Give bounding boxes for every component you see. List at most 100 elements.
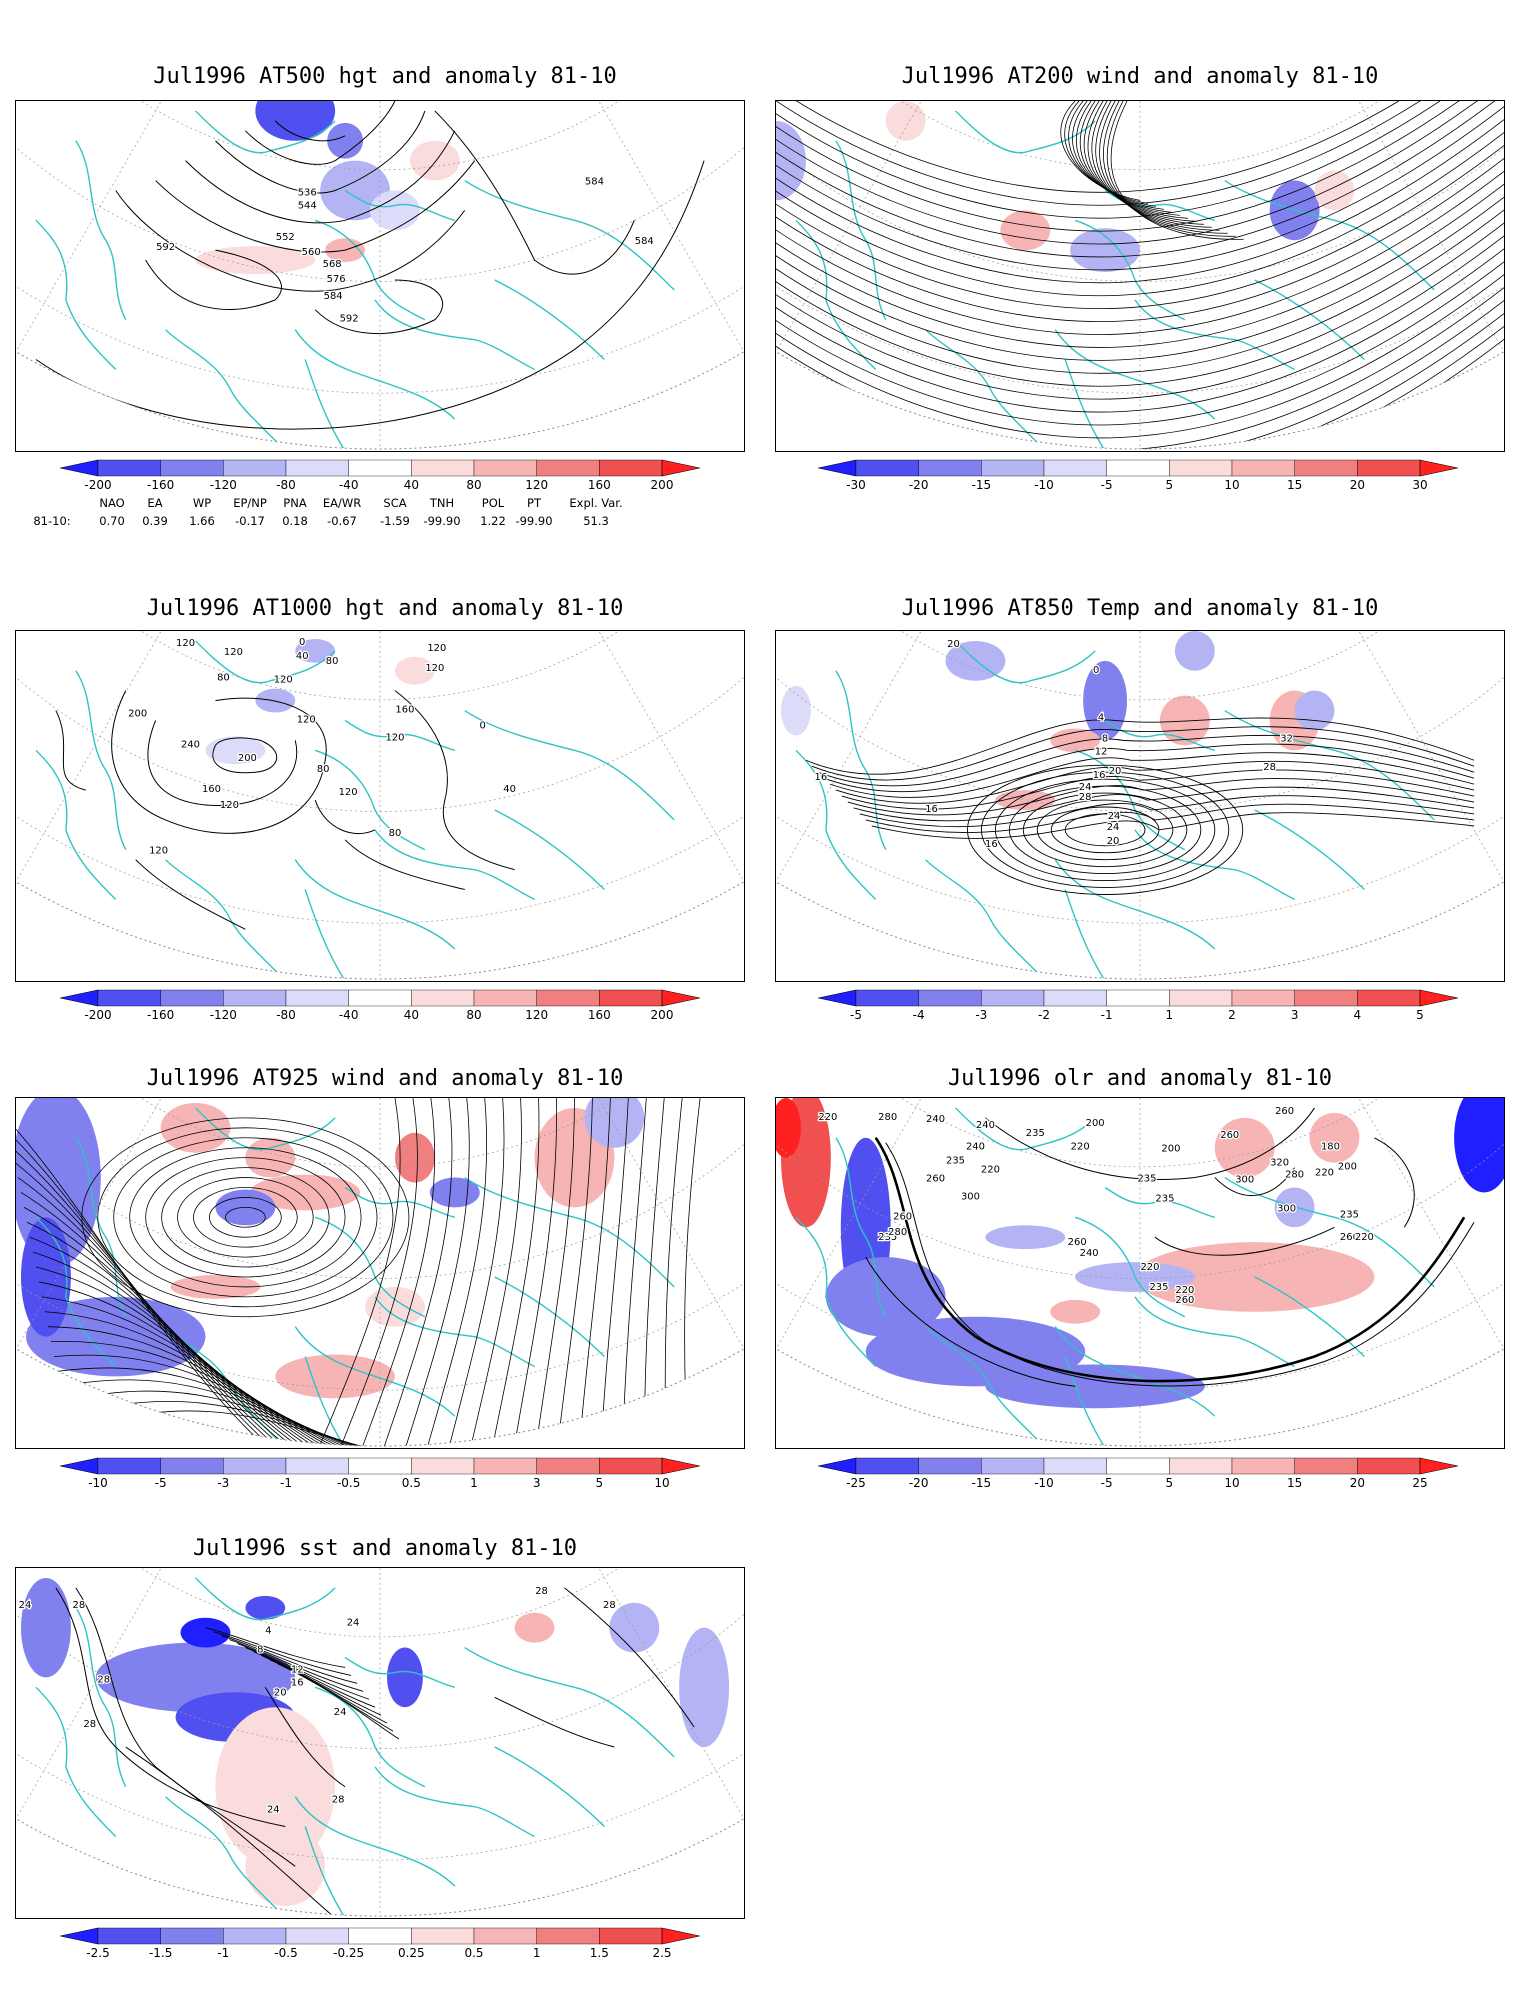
colorbar-tick-label: 160 [587, 478, 611, 492]
panel-title-p1: Jul1996 AT500 hgt and anomaly 81-10 [153, 64, 617, 89]
contour-label: 24 [267, 1805, 280, 1816]
contour-label: 80 [326, 656, 339, 667]
colorbar-bin [1294, 459, 1358, 477]
contour-label: 200 [1161, 1144, 1180, 1155]
colorbar-tick-label: 15 [1287, 478, 1303, 492]
colorbar-tick-label: 3 [1290, 1008, 1299, 1022]
colorbar-tick-label: -5 [154, 1476, 167, 1490]
contour-label: 200 [238, 753, 257, 764]
contour-label: 120 [224, 647, 243, 658]
tele-value-ea: 0.39 [142, 514, 168, 528]
contour-label: 220 [1355, 1232, 1374, 1243]
tele-header-pna: PNA [283, 496, 307, 510]
colorbar-p2 [818, 458, 1458, 478]
colorbar-labels-p1: -200 -160 -120 -80 -40 40 80 120 160 200 [60, 478, 700, 494]
contour-label: 160 [395, 705, 414, 716]
colorbar-bin [855, 989, 919, 1007]
colorbar-canvas-p5 [60, 1457, 700, 1475]
colorbar-tick-label: -1 [280, 1476, 292, 1490]
colorbar-bin [223, 1927, 287, 1945]
contour-label: 536 [298, 187, 317, 198]
contour-label: 28 [97, 1674, 110, 1685]
contour-label: 584 [585, 177, 604, 188]
tele-header-pt: PT [527, 496, 541, 510]
colorbar-arrow-left [60, 989, 99, 1007]
contour-label: 235 [878, 1232, 897, 1243]
map-canvas-p2 [776, 101, 1504, 450]
colorbar-tick-label: 80 [466, 1008, 482, 1022]
colorbar-bin [1231, 1457, 1295, 1475]
colorbar-tick-label: -15 [971, 478, 992, 492]
colorbar-bin [1357, 459, 1421, 477]
colorbar-arrow-right [661, 989, 700, 1007]
colorbar-tick-label: -20 [908, 1476, 929, 1490]
colorbar-bin [223, 1457, 287, 1475]
contour-label: 24 [334, 1707, 347, 1718]
contour-label: 24 [347, 1618, 360, 1629]
colorbar-tick-label: -120 [209, 478, 237, 492]
colorbar-bin [348, 989, 412, 1007]
colorbar-tick-label: -10 [1034, 478, 1054, 492]
contour-label: 220 [981, 1165, 1000, 1176]
colorbar-canvas-p3 [60, 989, 700, 1007]
tele-header-explvar: Expl. Var. [569, 496, 623, 510]
contour-label: 235 [1137, 1174, 1156, 1185]
colorbar-bin [855, 1457, 919, 1475]
colorbar-bin [1231, 989, 1295, 1007]
contour-label: 32 [1280, 733, 1293, 744]
contour-label: 28 [1079, 792, 1092, 803]
colorbar-bin [599, 1927, 663, 1945]
colorbar-labels-p2: -30 -20 -15 -10 -5 5 10 15 20 30 [818, 478, 1458, 494]
colorbar-bin [411, 989, 475, 1007]
contour-label: 28 [72, 1600, 85, 1611]
tele-value-wp: 1.66 [189, 514, 215, 528]
colorbar-bin [97, 459, 161, 477]
contour-label: 200 [128, 709, 147, 720]
contour-label: 280 [878, 1112, 897, 1123]
contour-label: 260 [1275, 1106, 1294, 1117]
colorbar-bin [1231, 459, 1295, 477]
colorbar-tick-label: -3 [217, 1476, 230, 1490]
colorbar-tick-label: -200 [84, 1008, 112, 1022]
contour-label: 4 [1098, 713, 1104, 724]
tele-header-sca: SCA [383, 496, 407, 510]
colorbar-tick-label: 80 [466, 478, 482, 492]
colorbar-tick-label: -2 [1038, 1008, 1050, 1022]
colorbar-tick-label: -10 [88, 1476, 108, 1490]
contour-label: 260 [1340, 1232, 1359, 1243]
contour-label: 24 [19, 1600, 32, 1611]
colorbar-bin [1169, 1457, 1233, 1475]
colorbar-p6 [818, 1456, 1458, 1476]
contour-label: 20 [1107, 836, 1120, 847]
colorbar-bin [160, 989, 224, 1007]
colorbar-tick-label: 20 [1349, 1476, 1365, 1490]
colorbar-bin [348, 1927, 412, 1945]
colorbar-bin [473, 1927, 537, 1945]
map-canvas-p3: 120 120 0 40 80 80 120 160 200 240 200 160 120 120 120… [16, 631, 744, 980]
tele-value-pt: -99.90 [515, 514, 553, 528]
contour-label: 235 [946, 1156, 965, 1167]
colorbar-tick-label: -5 [1100, 478, 1113, 492]
colorbar-tick-label: -3 [975, 1008, 988, 1022]
map-canvas-p4: 200481216202428242016161632281624 [776, 631, 1504, 980]
colorbar-tick-label: -10 [1034, 1476, 1054, 1490]
contour-label: 576 [327, 274, 346, 285]
contour-label: 260 [893, 1211, 912, 1222]
contour-label: 280 [1285, 1170, 1304, 1181]
colorbar-arrow-right [661, 1457, 700, 1475]
colorbar-tick-label: -1 [1100, 1008, 1113, 1022]
map-canvas-p5 [16, 1098, 744, 1447]
colorbar-tick-label: 3 [532, 1476, 541, 1490]
colorbar-bin [97, 989, 161, 1007]
colorbar-bin [473, 989, 537, 1007]
tele-header-epnp: EP/NP [233, 496, 267, 510]
tele-row-label: 81-10: [33, 514, 71, 528]
contour-label: 28 [1263, 762, 1276, 773]
contour-label: 40 [296, 651, 309, 662]
colorbar-bin [981, 459, 1045, 477]
colorbar-bin [918, 989, 982, 1007]
colorbar-tick-label: 10 [1224, 478, 1240, 492]
contour-label: 0 [480, 720, 486, 731]
colorbar-bin [536, 1457, 600, 1475]
colorbar-arrow-right [1419, 1457, 1458, 1475]
